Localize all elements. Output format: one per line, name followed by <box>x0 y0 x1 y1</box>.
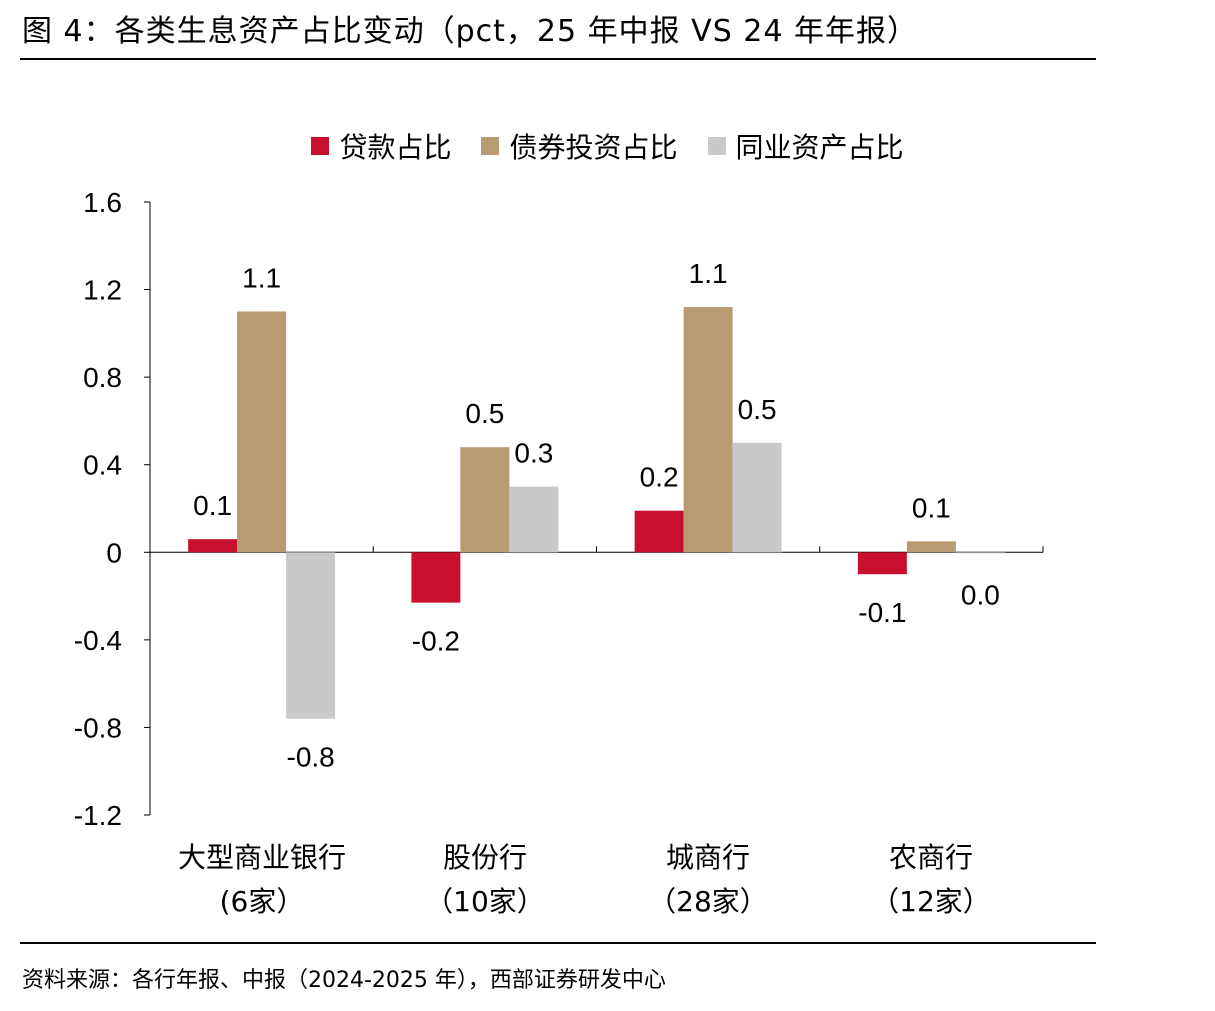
data-label: -0.2 <box>412 626 460 657</box>
category-label-rural-banks: 农商行 （12家） <box>811 836 1051 924</box>
bar <box>634 510 684 553</box>
legend-swatch-bonds <box>481 137 500 155</box>
legend-label-loans: 贷款占比 <box>339 131 452 164</box>
bar <box>460 447 510 553</box>
bar <box>857 552 907 575</box>
top-rule <box>20 58 1096 60</box>
data-label: -0.1 <box>858 597 906 628</box>
bar <box>188 539 238 553</box>
category-name: 股份行 <box>442 841 527 874</box>
data-label: 0.1 <box>912 492 951 523</box>
data-label: 1.1 <box>689 258 728 289</box>
bar <box>286 552 336 719</box>
legend-swatch-loans <box>311 137 330 155</box>
bar <box>732 442 782 553</box>
category-count: (6家） <box>219 885 305 918</box>
y-tick-label: -0.8 <box>74 712 122 743</box>
category-count: （12家） <box>871 885 991 918</box>
data-label: 1.1 <box>242 262 281 293</box>
data-label: 0.5 <box>465 398 504 429</box>
chart-title: 图 4：各类生息资产占比变动（pct，25 年中报 VS 24 年年报） <box>22 14 918 49</box>
bar <box>683 307 733 553</box>
data-label: 0.1 <box>193 490 232 521</box>
data-label: -0.8 <box>287 742 335 773</box>
category-label-city-banks: 城商行 （28家） <box>588 836 828 924</box>
y-tick-label: 0.4 <box>83 450 122 481</box>
bar <box>237 311 287 553</box>
bar <box>955 552 1005 554</box>
y-tick-label: 0.8 <box>83 362 122 393</box>
category-name: 城商行 <box>665 841 750 874</box>
legend-item-bonds: 债券投资占比 <box>481 126 678 166</box>
category-count: （10家） <box>425 885 545 918</box>
legend: 贷款占比 债券投资占比 同业资产占比 <box>0 126 1215 166</box>
legend-item-interbank: 同业资产占比 <box>707 126 904 166</box>
data-label: 0.3 <box>514 438 553 469</box>
y-tick-label: -1.2 <box>74 800 122 831</box>
legend-swatch-interbank <box>707 137 726 155</box>
bar <box>906 541 956 553</box>
y-tick-label: 0 <box>106 537 122 568</box>
data-label: 0.0 <box>961 579 1000 610</box>
data-label: 0.5 <box>738 394 777 425</box>
source-note: 资料来源：各行年报、中报（2024-2025 年），西部证券研发中心 <box>22 968 666 993</box>
bar <box>509 486 559 553</box>
data-label: 0.2 <box>640 462 679 493</box>
category-name: 农商行 <box>888 841 973 874</box>
legend-item-loans: 贷款占比 <box>311 126 451 166</box>
legend-label-bonds: 债券投资占比 <box>509 131 678 164</box>
category-label-joint-stock: 股份行 （10家） <box>365 836 605 924</box>
y-tick-label: 1.6 <box>83 187 122 218</box>
category-label-large-banks: 大型商业银行 (6家） <box>142 836 382 924</box>
category-count: （28家） <box>648 885 768 918</box>
bar <box>411 552 461 603</box>
category-name: 大型商业银行 <box>177 841 346 874</box>
legend-label-interbank: 同业资产占比 <box>735 131 904 164</box>
y-tick-label: -0.4 <box>74 625 122 656</box>
y-tick-label: 1.2 <box>83 275 122 306</box>
bottom-rule <box>20 942 1096 944</box>
